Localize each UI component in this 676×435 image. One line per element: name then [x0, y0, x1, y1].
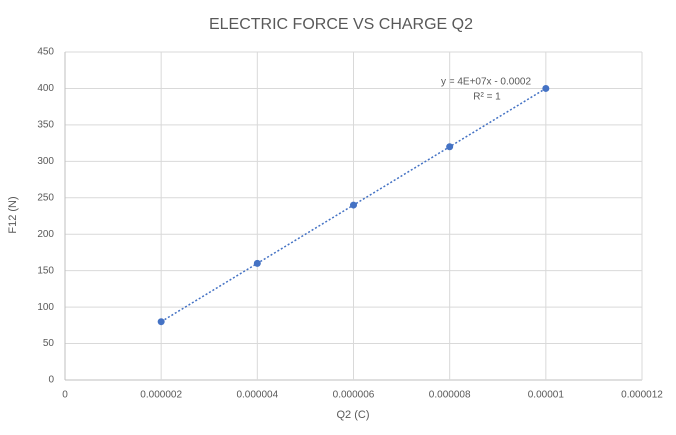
y-tick-label: 350: [37, 120, 54, 131]
x-tick-label: 0.000006: [333, 390, 375, 401]
data-point: [542, 84, 550, 92]
y-tick-label: 250: [37, 192, 54, 203]
trendline-equation: y = 4E+07x - 0.0002: [441, 77, 532, 88]
x-tick-label: 0.000012: [621, 390, 663, 401]
data-point: [253, 259, 261, 267]
x-tick-label: 0.00001: [528, 390, 565, 401]
y-tick-label: 0: [48, 375, 54, 386]
trendline-r-squared: R² = 1: [473, 92, 501, 103]
data-point: [350, 201, 357, 209]
data-point: [157, 318, 165, 326]
x-axis-title: Q2 (C): [337, 409, 370, 421]
x-tick-label: 0.000002: [140, 390, 182, 401]
y-axis-title: F12 (N): [7, 196, 19, 233]
y-tick-label: 300: [37, 156, 54, 167]
y-tick-label: 100: [37, 302, 54, 313]
y-tick-label: 200: [37, 229, 54, 240]
y-tick-label: 50: [43, 338, 55, 349]
y-tick-label: 450: [37, 47, 54, 58]
y-tick-label: 150: [37, 265, 54, 276]
x-tick-label: 0.000008: [429, 390, 471, 401]
y-tick-label: 400: [37, 83, 54, 94]
data-point: [446, 143, 454, 151]
x-tick-label: 0.000004: [236, 390, 278, 401]
x-tick-label: 0: [62, 390, 68, 401]
chart-title: ELECTRIC FORCE VS CHARGE Q2: [209, 16, 473, 33]
